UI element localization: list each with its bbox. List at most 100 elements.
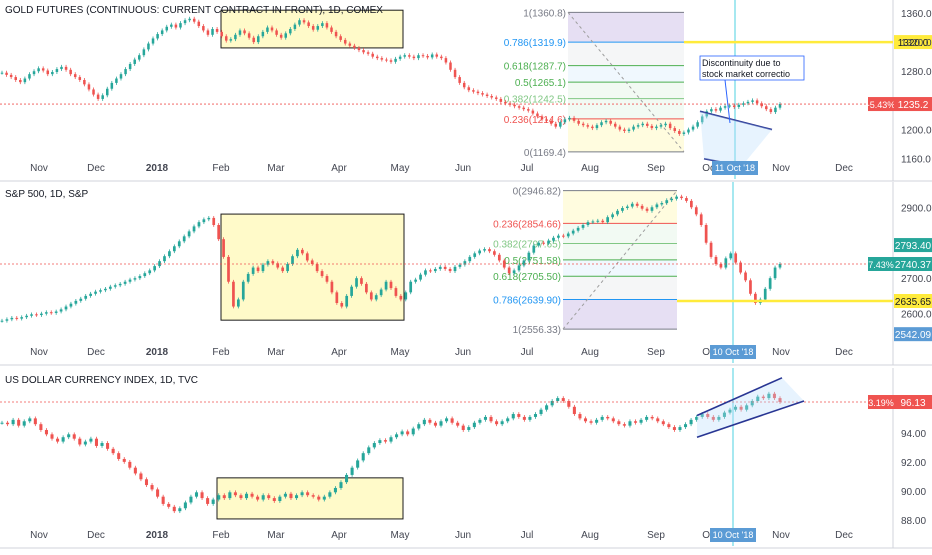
candle-body bbox=[412, 56, 416, 59]
candle-body bbox=[567, 400, 571, 407]
candle-body bbox=[690, 200, 693, 208]
candle-body bbox=[778, 264, 782, 268]
candle-body bbox=[751, 100, 754, 102]
x-tick-label: 2018 bbox=[146, 163, 169, 174]
candle-body bbox=[406, 431, 410, 435]
candle-body bbox=[449, 62, 452, 70]
candle-body bbox=[295, 495, 299, 499]
candle-body bbox=[622, 424, 626, 426]
candle-body bbox=[197, 21, 201, 27]
candle-body bbox=[252, 37, 255, 43]
candle-body bbox=[522, 260, 526, 266]
candle-body bbox=[46, 70, 50, 75]
candle-body bbox=[627, 129, 631, 132]
fib-level-label: 0(2946.82) bbox=[513, 187, 561, 198]
last-price-badge-bg bbox=[894, 395, 932, 410]
candle-body bbox=[755, 100, 759, 104]
x-tick-label: Oct bbox=[702, 163, 718, 174]
prev-high-badge: 2793.40 bbox=[895, 241, 932, 252]
candle-body bbox=[256, 267, 260, 272]
x-tick-label: Jun bbox=[455, 347, 471, 358]
candle-body bbox=[646, 123, 649, 126]
candle-body bbox=[379, 289, 383, 296]
candle-body bbox=[73, 74, 77, 78]
candle-body bbox=[763, 288, 767, 300]
candle-body bbox=[389, 437, 393, 442]
candle-body bbox=[566, 233, 570, 237]
candle-body bbox=[72, 434, 76, 439]
candle-body bbox=[5, 319, 9, 321]
candle-body bbox=[84, 295, 88, 299]
change-badge: 7.43% bbox=[868, 260, 894, 270]
candle-body bbox=[403, 55, 406, 57]
candle-body bbox=[630, 203, 634, 207]
candle-body bbox=[572, 406, 576, 415]
y-tick-label: 1200.0 bbox=[901, 126, 932, 137]
x-tick-label: Nov bbox=[772, 347, 790, 358]
candle-body bbox=[206, 498, 210, 504]
candle-body bbox=[5, 72, 8, 75]
candle-body bbox=[128, 279, 132, 282]
candle-body bbox=[485, 94, 489, 97]
candle-body bbox=[92, 89, 95, 95]
candle-body bbox=[233, 492, 237, 496]
candle-body bbox=[348, 43, 352, 46]
x-tick-label: Dec bbox=[87, 163, 105, 174]
target-label-bg bbox=[894, 35, 932, 50]
x-tick-label: Nov bbox=[772, 163, 790, 174]
candle-body bbox=[133, 59, 136, 64]
candle-body bbox=[672, 427, 676, 430]
candle-body bbox=[728, 105, 731, 107]
candle-body bbox=[527, 252, 531, 261]
candle-body bbox=[270, 27, 274, 31]
candle-body bbox=[495, 97, 498, 99]
candle-body bbox=[561, 235, 565, 237]
candle-body bbox=[591, 221, 595, 223]
low-badge: 2542.09 bbox=[895, 330, 932, 341]
candle-body bbox=[305, 253, 309, 261]
candle-body bbox=[67, 434, 71, 438]
candle-body bbox=[700, 414, 704, 417]
candle-body bbox=[429, 270, 432, 272]
candle-body bbox=[586, 125, 590, 127]
candle-body bbox=[561, 398, 565, 401]
channel-upper bbox=[696, 377, 783, 417]
candle-body bbox=[734, 253, 738, 263]
candle-body bbox=[222, 495, 226, 499]
change-badge: -5.43% bbox=[867, 100, 896, 110]
candle-body bbox=[355, 278, 358, 287]
candle-body bbox=[745, 405, 749, 410]
low-badge-bg bbox=[894, 327, 932, 342]
candle-body bbox=[655, 126, 658, 129]
candle-body bbox=[83, 441, 87, 445]
candle-body bbox=[668, 123, 672, 129]
candle-body bbox=[422, 419, 426, 425]
candle-body bbox=[476, 91, 480, 94]
candle-body bbox=[467, 427, 471, 430]
candle-body bbox=[17, 419, 21, 426]
fib-zone bbox=[568, 82, 684, 99]
candle-body bbox=[356, 460, 360, 468]
candle-body bbox=[123, 281, 127, 284]
candle-body bbox=[493, 251, 496, 255]
chart-title: S&P 500, 1D, S&P bbox=[5, 189, 89, 200]
candle-body bbox=[723, 106, 727, 108]
candle-body bbox=[609, 120, 612, 124]
candle-body bbox=[167, 503, 171, 507]
candle-body bbox=[572, 117, 576, 121]
candle-body bbox=[754, 293, 757, 303]
candle-body bbox=[533, 414, 538, 417]
candle-body bbox=[438, 266, 442, 269]
candle-body bbox=[343, 39, 347, 44]
candle-body bbox=[729, 253, 733, 259]
candle-body bbox=[320, 271, 324, 277]
candle-body bbox=[106, 443, 110, 449]
candle-body bbox=[322, 496, 326, 500]
candle-body bbox=[14, 77, 17, 80]
candle-body bbox=[633, 421, 638, 423]
candle-body bbox=[473, 253, 477, 257]
candle-body bbox=[30, 314, 33, 316]
candle-body bbox=[445, 418, 449, 422]
candle-body bbox=[458, 264, 462, 267]
candle-body bbox=[595, 125, 599, 129]
